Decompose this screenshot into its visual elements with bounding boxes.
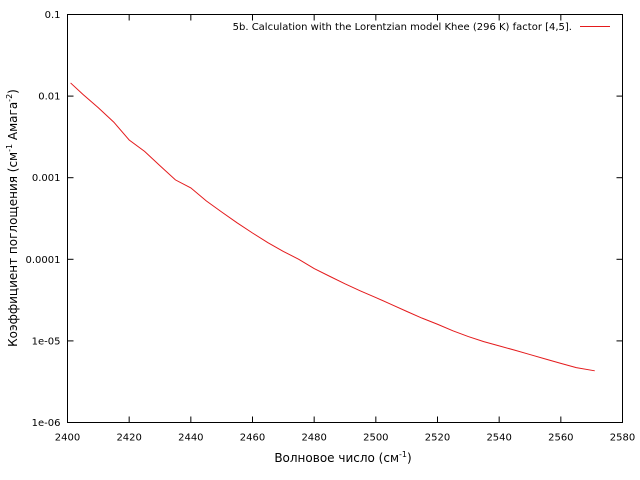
y-tick-label: 0.01: [38, 92, 60, 103]
x-tick-label: 2420: [116, 433, 141, 444]
x-axis-label-close: ): [407, 451, 412, 465]
x-tick-label: 2440: [178, 433, 203, 444]
y-tick-label: 0.0001: [26, 255, 61, 266]
legend: 5b. Calculation with the Lorentzian mode…: [233, 22, 610, 33]
x-axis-label-text: Волновое число (см: [274, 451, 399, 465]
y-axis-label-superscript: -1: [5, 144, 14, 152]
y-tick-label: 0.1: [45, 10, 61, 21]
y-axis-label: Коэффициент поглощения (см-1 Амага-2): [5, 89, 20, 347]
x-tick-label: 2460: [240, 433, 265, 444]
y-tick-label: 1e-06: [32, 418, 61, 429]
x-tick-label: 2400: [55, 433, 80, 444]
y-axis-label-text: Амага: [6, 102, 20, 144]
y-axis-label-text: Коэффициент поглощения (см: [6, 152, 20, 347]
x-axis-label: Волновое число (см-1): [274, 450, 411, 465]
x-tick-label: 2480: [301, 433, 326, 444]
x-tick-label: 2500: [363, 433, 388, 444]
y-axis-label-text: ): [6, 89, 20, 94]
series-line: [70, 82, 595, 372]
legend-label: 5b. Calculation with the Lorentzian mode…: [233, 22, 572, 33]
series-layer: [70, 82, 595, 372]
x-tick-label: 2560: [548, 433, 573, 444]
y-tick-label: 1e-05: [32, 336, 61, 347]
x-tick-label: 2520: [425, 433, 450, 444]
plot-frame: [67, 14, 623, 423]
y-axis-label-superscript: -2: [5, 94, 14, 102]
y-tick-label: 0.001: [32, 173, 61, 184]
x-tick-label: 2580: [610, 433, 635, 444]
x-axis-label-superscript: -1: [399, 450, 407, 459]
x-tick-label: 2540: [486, 433, 511, 444]
